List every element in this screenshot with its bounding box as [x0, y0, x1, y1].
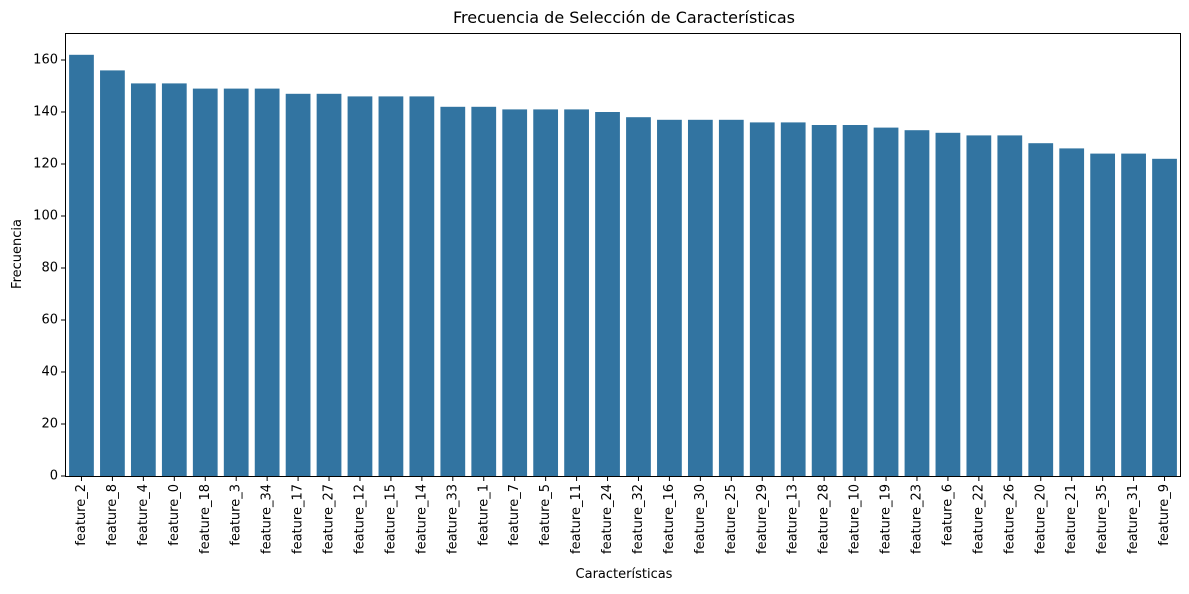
x-tick-label: feature_28	[817, 484, 832, 554]
x-tick-label: feature_20	[1033, 484, 1048, 554]
x-tick-label: feature_15	[383, 484, 398, 554]
x-tick-label: feature_29	[755, 484, 770, 554]
y-tick-label: 120	[33, 157, 58, 172]
bar-feature_7	[502, 109, 528, 477]
x-tick-label: feature_13	[786, 484, 801, 554]
bar-feature_1	[471, 106, 497, 477]
bar-feature_0	[161, 83, 187, 477]
x-tick-label: feature_14	[414, 484, 429, 554]
x-tick-label: feature_1	[476, 484, 491, 546]
bar-feature_11	[564, 109, 589, 477]
y-tick-label: 60	[41, 313, 58, 328]
bar-feature_20	[1028, 143, 1054, 476]
bar-feature_15	[378, 96, 404, 477]
bar-feature_22	[966, 135, 992, 476]
bar-feature_29	[749, 122, 775, 477]
bar-feature_24	[595, 112, 620, 476]
bar-feature_28	[811, 125, 837, 476]
bar-feature_19	[873, 127, 899, 476]
bar-feature_3	[223, 88, 249, 476]
x-tick-label: feature_22	[971, 484, 986, 554]
x-tick-label: feature_0	[167, 484, 182, 546]
bar-feature_35	[1090, 153, 1116, 476]
y-tick-label: 80	[41, 261, 58, 276]
bar-feature_27	[316, 93, 342, 477]
x-tick-label: feature_7	[507, 484, 522, 546]
bar-feature_5	[533, 109, 559, 477]
bar-feature_17	[285, 93, 311, 477]
y-tick-label: 0	[50, 469, 58, 484]
x-tick-label: feature_35	[1095, 484, 1110, 554]
bar-feature_16	[657, 119, 682, 477]
x-tick-label: feature_19	[879, 484, 894, 554]
chart-title: Frecuencia de Selección de Característic…	[453, 8, 795, 27]
bar-feature_8	[100, 70, 125, 477]
bar-feature_13	[780, 122, 806, 477]
x-tick-label: feature_17	[291, 484, 306, 554]
bar-feature_25	[718, 119, 744, 477]
x-axis-label: Características	[576, 567, 673, 582]
x-tick-label: feature_8	[105, 484, 120, 546]
x-tick-label: feature_18	[198, 484, 213, 554]
x-tick-label: feature_25	[724, 484, 739, 554]
y-ticks-group: 0 20 40 60 80 100 120 140 160	[33, 53, 66, 484]
x-tick-label: feature_3	[229, 484, 244, 546]
x-tick-label: feature_27	[322, 484, 337, 554]
x-tick-label: feature_30	[693, 484, 708, 554]
x-tick-label: feature_9	[1157, 484, 1172, 546]
x-tick-label: feature_5	[538, 484, 553, 546]
x-tick-label: feature_11	[569, 484, 584, 554]
bar-feature_30	[687, 119, 713, 477]
x-tick-label: feature_31	[1126, 484, 1141, 554]
bar-feature_6	[935, 132, 961, 477]
y-tick-label: 160	[33, 53, 58, 68]
x-tick-label: feature_34	[260, 484, 275, 554]
bar-feature_4	[130, 83, 156, 477]
bar-feature_23	[904, 130, 930, 476]
x-tick-label: feature_6	[940, 484, 955, 546]
bar-feature_32	[626, 117, 651, 476]
y-tick-label: 20	[41, 417, 58, 432]
x-tick-label: feature_24	[600, 484, 615, 554]
bar-feature_21	[1059, 148, 1085, 476]
bar-feature_9	[1152, 158, 1177, 477]
bar-feature_18	[192, 88, 218, 476]
bar-feature_10	[842, 125, 868, 476]
x-tick-label: feature_16	[662, 484, 677, 554]
bar-feature_34	[254, 88, 280, 476]
x-tick-label: feature_26	[1002, 484, 1017, 554]
bar-feature_33	[440, 106, 466, 477]
plot-frame	[65, 33, 1181, 477]
x-tick-label: feature_32	[631, 484, 646, 554]
y-axis-label: Frecuencia	[10, 219, 25, 289]
x-tick-label: feature_2	[74, 484, 89, 546]
x-tick-label: feature_12	[352, 484, 367, 554]
bars-group	[69, 54, 1177, 477]
x-tick-label: feature_4	[136, 484, 151, 546]
bar-feature_12	[347, 96, 373, 477]
x-tick-label: feature_10	[848, 484, 863, 554]
y-tick-label: 140	[33, 105, 58, 120]
x-tick-label: feature_33	[445, 484, 460, 554]
x-tick-label: feature_23	[909, 484, 924, 554]
bar-feature_2	[69, 54, 94, 477]
y-tick-label: 40	[41, 365, 58, 380]
x-ticks-group: feature_2 feature_8 feature_4 feature_0 feat…	[74, 476, 1172, 554]
bar-feature_14	[409, 96, 435, 477]
bar-feature_26	[997, 135, 1023, 476]
y-tick-label: 100	[33, 209, 58, 224]
bar-feature_31	[1121, 153, 1146, 476]
x-tick-label: feature_21	[1064, 484, 1079, 554]
